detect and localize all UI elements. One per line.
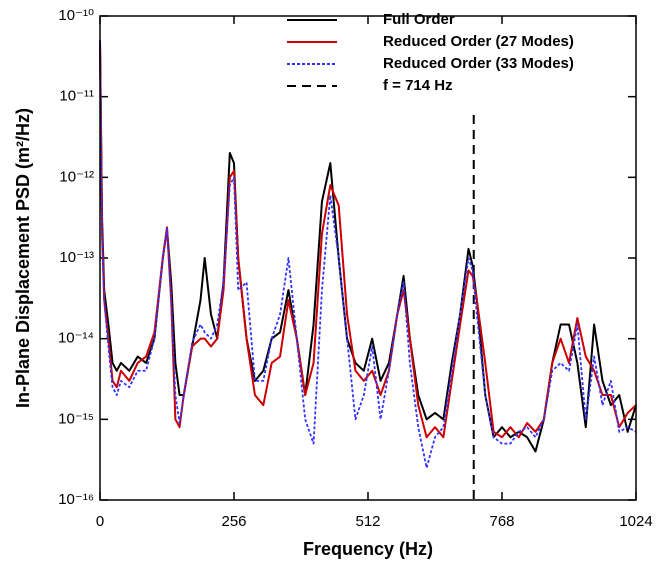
x-axis-label: Frequency (Hz) (303, 539, 433, 559)
series-line (99, 40, 637, 453)
series-line (99, 40, 637, 469)
y-tick-label: 10⁻¹⁰ (58, 7, 94, 24)
y-tick-label: 10⁻¹⁵ (58, 410, 94, 427)
y-tick-label: 10⁻¹² (59, 168, 94, 185)
y-axis-label: In-Plane Displacement PSD (m²/Hz) (13, 108, 33, 408)
x-tick-label: 256 (221, 513, 246, 530)
legend-label: Full Order (383, 11, 455, 28)
plot-frame (99, 15, 637, 501)
y-tick-label: 10⁻¹⁶ (58, 491, 94, 508)
x-tick-label: 512 (355, 513, 380, 530)
legend-label: Reduced Order (27 Modes) (383, 33, 574, 50)
series-line (99, 40, 637, 439)
legend-label: f = 714 Hz (383, 77, 453, 94)
y-tick-label: 10⁻¹⁴ (58, 330, 94, 347)
x-tick-label: 0 (96, 513, 104, 530)
y-tick-label: 10⁻¹¹ (59, 88, 94, 105)
y-tick-label: 10⁻¹³ (59, 249, 94, 266)
x-tick-label: 1024 (619, 513, 652, 530)
legend-label: Reduced Order (33 Modes) (383, 55, 574, 72)
x-tick-label: 768 (489, 513, 514, 530)
